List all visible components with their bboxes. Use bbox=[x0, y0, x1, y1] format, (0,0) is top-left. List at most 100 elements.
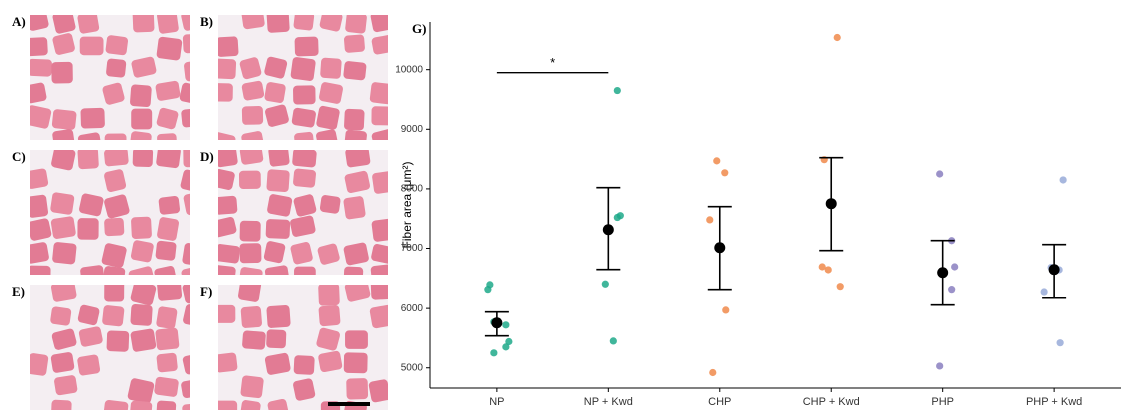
fiber bbox=[238, 267, 263, 275]
fiber bbox=[102, 305, 125, 327]
fiber bbox=[156, 150, 181, 169]
fiber bbox=[183, 150, 190, 168]
fiber bbox=[52, 129, 75, 140]
y-axis-label: Fiber area (μm²) bbox=[400, 162, 414, 249]
fiber bbox=[266, 169, 290, 192]
data-point bbox=[721, 169, 729, 177]
fiber bbox=[293, 355, 315, 375]
data-point bbox=[505, 337, 513, 346]
fiber bbox=[218, 265, 236, 275]
fiber bbox=[263, 241, 286, 264]
data-point bbox=[824, 266, 832, 274]
fiber bbox=[318, 350, 343, 373]
fiber bbox=[101, 243, 127, 268]
fiber bbox=[265, 219, 291, 239]
fiber bbox=[372, 171, 388, 194]
fiber bbox=[264, 352, 291, 375]
fiber bbox=[316, 327, 340, 351]
fiber bbox=[51, 61, 73, 84]
data-point bbox=[936, 362, 944, 370]
histology-image bbox=[30, 15, 190, 140]
fiber bbox=[371, 218, 388, 242]
fiber bbox=[371, 244, 388, 264]
mean-point bbox=[714, 242, 726, 254]
fiber bbox=[132, 150, 154, 168]
fiber bbox=[51, 109, 77, 130]
fiber bbox=[346, 378, 369, 400]
fiber bbox=[294, 36, 319, 57]
fiber bbox=[293, 168, 316, 188]
fiber bbox=[316, 129, 339, 140]
fiber bbox=[319, 15, 343, 32]
fiber bbox=[264, 56, 288, 79]
fiber bbox=[104, 285, 125, 302]
fiber bbox=[292, 150, 317, 168]
data-point bbox=[722, 306, 730, 314]
fiber bbox=[293, 194, 317, 217]
fiber bbox=[130, 304, 153, 326]
fiber bbox=[102, 82, 125, 105]
fiber bbox=[182, 33, 190, 54]
fiber bbox=[239, 57, 262, 80]
fiber bbox=[368, 379, 388, 403]
fiber bbox=[266, 15, 290, 33]
fiber bbox=[290, 57, 316, 81]
fiber bbox=[371, 128, 388, 140]
fiber bbox=[157, 285, 183, 301]
fiber bbox=[371, 34, 388, 55]
fiber bbox=[316, 105, 340, 130]
fiber bbox=[268, 150, 290, 167]
fiber bbox=[130, 84, 152, 108]
fiber bbox=[342, 400, 367, 410]
fiber bbox=[179, 82, 190, 105]
y-tick-label: 6000 bbox=[401, 303, 424, 314]
fiber bbox=[50, 192, 75, 215]
y-tick-label: 10000 bbox=[395, 64, 423, 75]
fiber bbox=[52, 33, 75, 55]
data-point bbox=[484, 286, 492, 294]
fiber bbox=[104, 217, 125, 237]
fiber bbox=[104, 169, 127, 192]
data-point bbox=[713, 157, 721, 165]
fiber bbox=[78, 326, 103, 347]
data-point bbox=[613, 86, 621, 95]
fiber bbox=[240, 375, 264, 399]
data-point bbox=[709, 368, 717, 377]
data-point bbox=[951, 263, 959, 271]
fiber bbox=[156, 306, 178, 329]
significance-label: * bbox=[550, 55, 555, 70]
fiber bbox=[102, 266, 126, 275]
fiber bbox=[30, 58, 52, 77]
fiber bbox=[156, 400, 177, 410]
data-point bbox=[502, 321, 510, 329]
fiber bbox=[184, 60, 190, 82]
data-point bbox=[833, 33, 841, 42]
fiber bbox=[266, 329, 287, 349]
fiber bbox=[264, 265, 290, 275]
fiber bbox=[182, 403, 190, 410]
fiber bbox=[106, 330, 130, 352]
fiber bbox=[370, 15, 388, 33]
data-point bbox=[936, 170, 944, 178]
histology-image bbox=[218, 285, 388, 410]
fiber bbox=[181, 378, 190, 399]
fiber bbox=[218, 150, 238, 168]
fiber bbox=[218, 132, 236, 140]
fiber bbox=[238, 285, 262, 302]
fiber bbox=[294, 131, 315, 140]
histology-image bbox=[218, 150, 388, 275]
fiber bbox=[182, 243, 190, 266]
fiber bbox=[343, 196, 366, 220]
x-tick-label: CHP bbox=[708, 396, 731, 408]
fiber bbox=[30, 168, 49, 189]
data-point bbox=[601, 280, 609, 288]
fiber bbox=[54, 375, 78, 396]
fiber bbox=[158, 195, 181, 215]
fiber bbox=[77, 15, 100, 34]
x-tick-label: CHP + Kwd bbox=[803, 396, 860, 408]
fiber bbox=[105, 35, 129, 56]
fiber bbox=[50, 306, 72, 326]
fiber bbox=[371, 106, 388, 126]
